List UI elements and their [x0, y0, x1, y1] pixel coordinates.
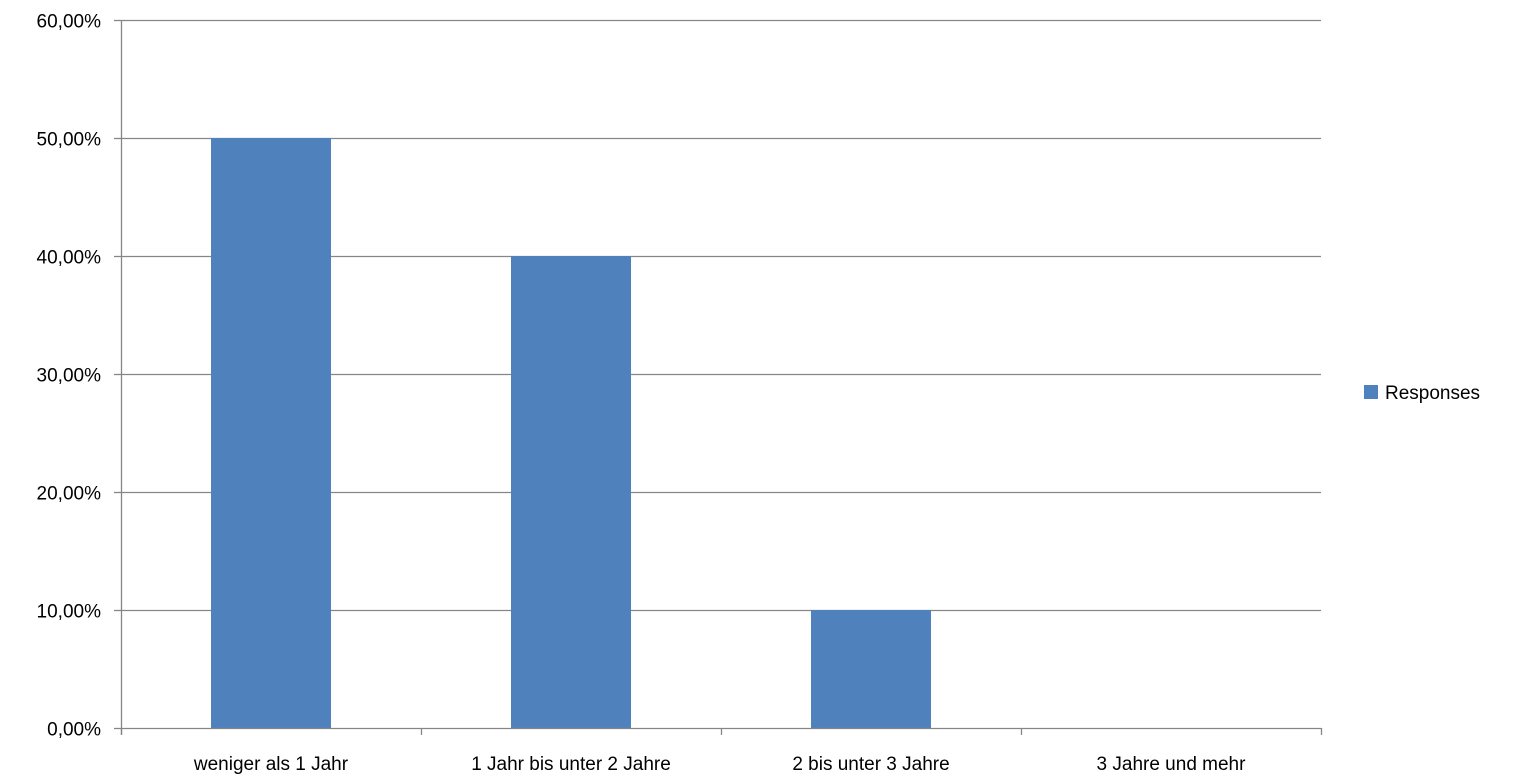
- x-category-label: 3 Jahre und mehr: [1097, 754, 1247, 775]
- y-tick-label: 40,00%: [37, 248, 102, 269]
- axes: [114, 19, 1323, 735]
- bar: [811, 610, 931, 728]
- x-category-label: 2 bis unter 3 Jahre: [792, 754, 949, 775]
- legend: Responses: [1364, 383, 1480, 404]
- bar: [211, 138, 331, 728]
- x-category-label: weniger als 1 Jahr: [193, 754, 349, 775]
- legend-label: Responses: [1385, 383, 1480, 404]
- x-category-label: 1 Jahr bis unter 2 Jahre: [471, 754, 671, 775]
- y-tick-label: 30,00%: [37, 366, 102, 387]
- bars: [211, 138, 931, 728]
- y-tick-labels: 0,00% 10,00% 20,00% 30,00% 40,00% 50,00% 60,00…: [37, 12, 102, 741]
- y-tick-label: 50,00%: [37, 130, 102, 151]
- bar: [511, 256, 631, 728]
- x-category-labels: weniger als 1 Jahr 1 Jahr bis unter 2 Jah…: [193, 754, 1246, 775]
- y-tick-label: 10,00%: [37, 602, 102, 623]
- y-tick-label: 0,00%: [47, 720, 101, 741]
- y-tick-label: 20,00%: [37, 484, 102, 505]
- legend-swatch: [1364, 385, 1378, 399]
- y-tick-label: 60,00%: [37, 12, 102, 33]
